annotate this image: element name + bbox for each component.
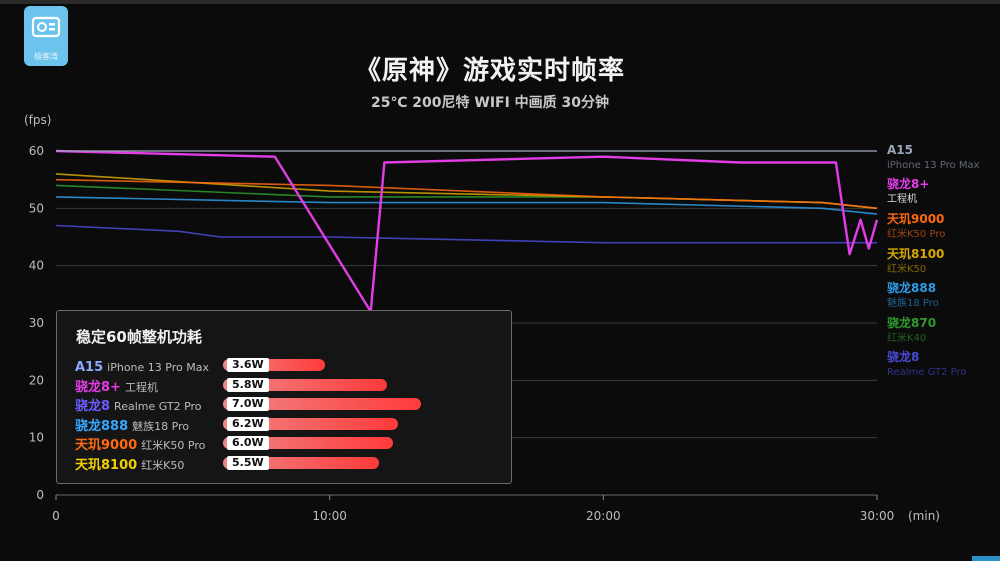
power-row: A15 iPhone 13 Pro Max 3.6W	[75, 356, 505, 375]
chart-title: 《原神》游戏实时帧率	[354, 56, 625, 86]
series-line	[55, 196, 878, 215]
power-chip-name: A15	[75, 360, 104, 375]
legend-device-name: 魅族18 Pro	[887, 296, 939, 309]
x-tick-label: 20:00	[586, 509, 621, 523]
series-line	[55, 178, 878, 210]
power-panel-title: 稳定60帧整机功耗	[76, 328, 202, 346]
legend-chip-name: 骁龙870	[887, 315, 936, 330]
power-panel: 稳定60帧整机功耗 A15 iPhone 13 Pro Max 3.6W 骁龙8+ 工程…	[56, 310, 512, 484]
series-lines	[55, 149, 879, 313]
power-row: 骁龙888 魅族18 Pro 6.2W	[75, 415, 505, 434]
series-line	[55, 149, 879, 313]
x-tick-label: 30:00	[860, 509, 895, 523]
camera-icon	[31, 16, 61, 38]
y-tick-label: 0	[36, 488, 44, 502]
legend-device-name: 工程机	[887, 192, 917, 205]
legend-chip-name: 天玑9000	[887, 212, 944, 226]
legend-chip-name: 天玑8100	[887, 247, 944, 261]
legend-chip-name: A15	[887, 143, 913, 157]
legend-device-name: 红米K50	[887, 262, 926, 275]
power-device-name: 魅族18 Pro	[132, 419, 190, 433]
power-device-name: 工程机	[124, 380, 158, 394]
y-tick-label: 10	[29, 431, 44, 445]
power-value-label: 5.8W	[227, 377, 269, 392]
power-value-label: 3.6W	[227, 358, 269, 372]
legend-chip-name: 骁龙8+	[887, 176, 929, 191]
power-value-label: 7.0W	[227, 397, 269, 411]
power-row: 骁龙8+ 工程机 5.8W	[75, 376, 505, 395]
legend-chip-name: 骁龙8	[887, 349, 919, 364]
logo-text: 极客湾	[34, 52, 58, 61]
power-chip-name: 天玑8100	[75, 457, 138, 473]
y-tick-label: 30	[29, 316, 44, 330]
power-device-name: 红米K50 Pro	[141, 439, 206, 452]
top-bar	[0, 0, 1000, 4]
y-tick-label: 40	[29, 259, 44, 273]
axes: 0 10 20 30 40 50 60 (fps) 0 10:00 20:00 30:00 (min)	[24, 113, 940, 523]
power-value-label: 6.0W	[227, 436, 269, 450]
power-bar	[223, 398, 421, 410]
power-device-name: Realme GT2 Pro	[114, 400, 202, 413]
power-value-label: 6.2W	[227, 416, 269, 431]
power-chip-name: 骁龙8	[75, 399, 111, 414]
x-axis-label: (min)	[908, 509, 940, 523]
x-tick-label: 0	[52, 509, 60, 523]
x-tick-label: 10:00	[312, 509, 347, 523]
y-axis-label: (fps)	[24, 113, 51, 127]
power-row: 骁龙8 Realme GT2 Pro 7.0W	[75, 395, 505, 414]
y-tick-label: 20	[29, 373, 44, 387]
legend-device-name: 红米K40	[887, 331, 926, 344]
legend-device-name: 红米K50 Pro	[887, 227, 945, 240]
y-tick-label: 50	[29, 201, 44, 215]
legend-device-name: Realme GT2 Pro	[887, 367, 967, 378]
chart-subtitle: 25℃ 200尼特 WIFI 中画质 30分钟	[370, 95, 610, 111]
power-chip-name: 天玑9000	[75, 438, 138, 453]
legend-device-name: iPhone 13 Pro Max	[887, 160, 980, 171]
corner-accent	[972, 556, 1000, 561]
brand-logo: 极客湾	[24, 6, 68, 66]
power-device-name: iPhone 13 Pro Max	[107, 361, 209, 374]
y-tick-label: 60	[29, 144, 44, 158]
legend-chip-name: 骁龙888	[887, 280, 936, 295]
power-value-label: 5.5W	[227, 455, 269, 470]
power-chip-name: 骁龙8+	[75, 379, 121, 395]
power-row: 天玑9000 红米K50 Pro 6.0W	[75, 434, 505, 453]
power-chip-name: 骁龙888	[75, 418, 129, 434]
series-line	[55, 224, 877, 244]
series-line	[55, 184, 878, 210]
power-device-name: 红米K50	[141, 458, 185, 472]
power-row: 天玑8100 红米K50 5.5W	[75, 454, 505, 473]
